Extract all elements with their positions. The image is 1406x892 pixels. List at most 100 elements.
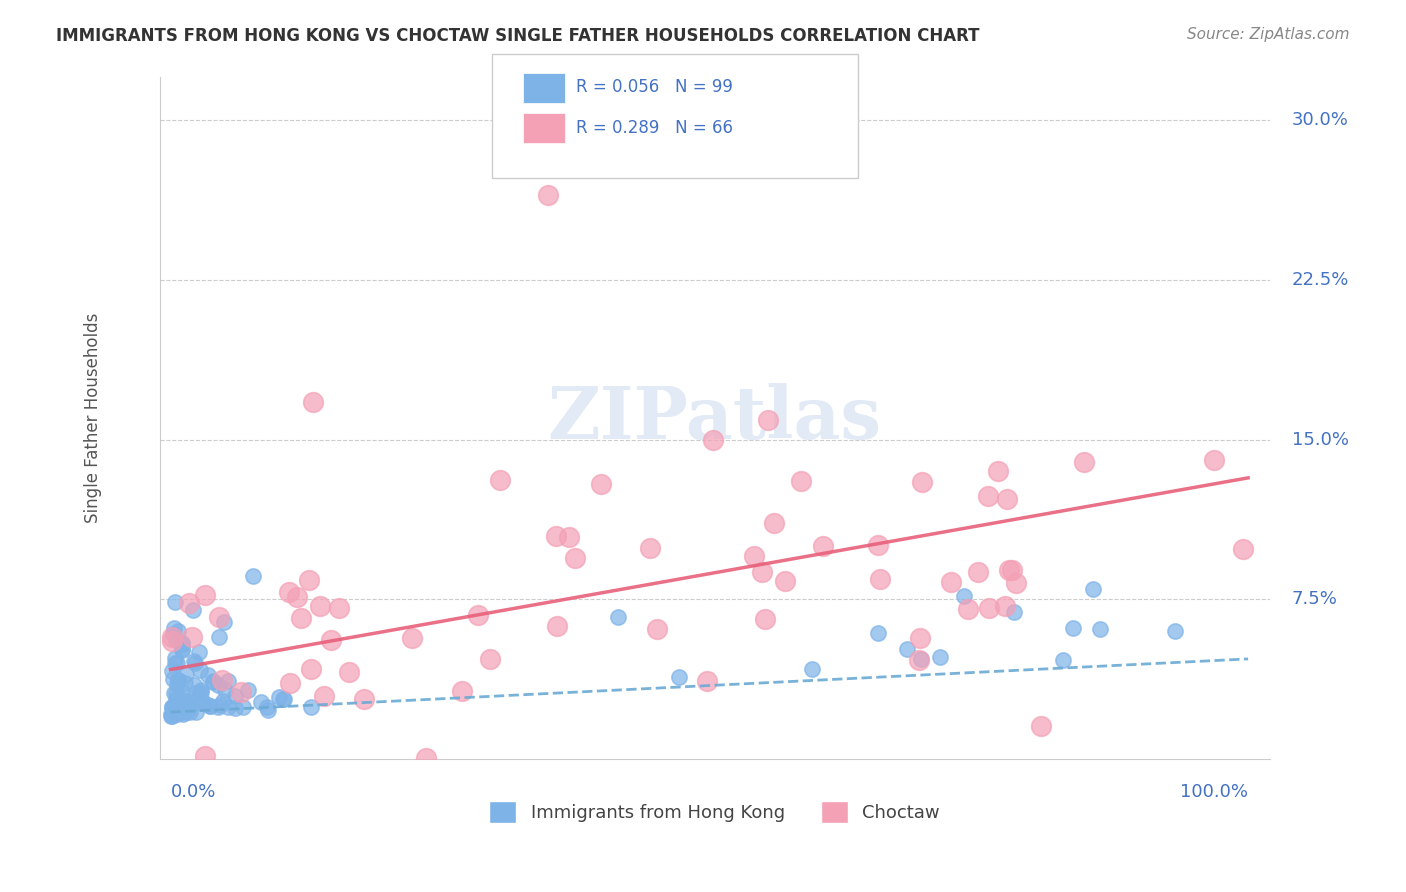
Immigrants from Hong Kong (166, 691, 188, 706)
Choctaw (811, 539, 834, 553)
Choctaw (866, 538, 889, 552)
Immigrants from Hong Kong (191, 694, 214, 708)
Choctaw (278, 676, 301, 690)
Immigrants from Hong Kong (174, 705, 197, 719)
Legend: Immigrants from Hong Kong, Choctaw: Immigrants from Hong Kong, Choctaw (481, 792, 949, 831)
Immigrants from Hong Kong (172, 705, 194, 719)
Text: R = 0.289   N = 66: R = 0.289 N = 66 (576, 119, 734, 136)
Immigrants from Hong Kong (232, 700, 254, 714)
Immigrants from Hong Kong (173, 676, 195, 690)
Immigrants from Hong Kong (184, 705, 207, 719)
Immigrants from Hong Kong (1088, 622, 1111, 636)
Choctaw (1001, 563, 1024, 577)
Immigrants from Hong Kong (190, 682, 212, 697)
Choctaw (998, 563, 1021, 577)
Immigrants from Hong Kong (668, 670, 690, 684)
Text: R = 0.056   N = 99: R = 0.056 N = 99 (576, 78, 734, 96)
Choctaw (312, 689, 335, 703)
Choctaw (1202, 453, 1225, 467)
Immigrants from Hong Kong (177, 702, 200, 716)
Immigrants from Hong Kong (184, 685, 207, 699)
Immigrants from Hong Kong (896, 641, 918, 656)
Immigrants from Hong Kong (183, 654, 205, 668)
Choctaw (1005, 575, 1028, 590)
Immigrants from Hong Kong (273, 692, 295, 706)
Choctaw (702, 434, 724, 448)
Immigrants from Hong Kong (1062, 621, 1084, 635)
Choctaw (763, 516, 786, 530)
Choctaw (994, 599, 1017, 613)
Immigrants from Hong Kong (172, 700, 194, 714)
Choctaw (353, 692, 375, 706)
Immigrants from Hong Kong (163, 686, 186, 700)
Immigrants from Hong Kong (207, 700, 229, 714)
Choctaw (789, 474, 811, 488)
Immigrants from Hong Kong (1052, 653, 1074, 667)
Immigrants from Hong Kong (166, 691, 188, 706)
Choctaw (177, 596, 200, 610)
Choctaw (308, 599, 330, 613)
Immigrants from Hong Kong (190, 685, 212, 699)
Choctaw (957, 601, 980, 615)
Immigrants from Hong Kong (1164, 624, 1187, 638)
Immigrants from Hong Kong (217, 674, 239, 689)
Immigrants from Hong Kong (910, 651, 932, 665)
Immigrants from Hong Kong (214, 683, 236, 698)
Immigrants from Hong Kong (242, 569, 264, 583)
Choctaw (773, 574, 796, 588)
Immigrants from Hong Kong (212, 615, 235, 629)
Choctaw (298, 573, 321, 587)
Choctaw (1232, 541, 1254, 556)
Immigrants from Hong Kong (183, 656, 205, 670)
Choctaw (211, 673, 233, 687)
Immigrants from Hong Kong (179, 705, 201, 719)
Choctaw (194, 748, 217, 763)
Choctaw (754, 612, 776, 626)
Immigrants from Hong Kong (183, 678, 205, 692)
Immigrants from Hong Kong (1083, 582, 1105, 596)
Immigrants from Hong Kong (172, 707, 194, 722)
Immigrants from Hong Kong (299, 699, 322, 714)
Choctaw (321, 632, 343, 647)
Choctaw (451, 683, 474, 698)
Choctaw (208, 609, 231, 624)
Immigrants from Hong Kong (1002, 605, 1025, 619)
Choctaw (977, 601, 1000, 615)
Choctaw (160, 630, 183, 644)
Choctaw (401, 631, 423, 645)
Immigrants from Hong Kong (172, 643, 194, 657)
Choctaw (751, 566, 773, 580)
Immigrants from Hong Kong (211, 694, 233, 708)
Immigrants from Hong Kong (169, 698, 191, 712)
Immigrants from Hong Kong (162, 703, 184, 717)
Choctaw (564, 551, 586, 566)
Immigrants from Hong Kong (181, 603, 204, 617)
Immigrants from Hong Kong (217, 700, 239, 714)
Immigrants from Hong Kong (166, 707, 188, 722)
Choctaw (415, 751, 437, 765)
Choctaw (997, 491, 1019, 506)
Immigrants from Hong Kong (202, 674, 225, 689)
Choctaw (299, 662, 322, 676)
Text: ZIPatlas: ZIPatlas (547, 383, 882, 454)
Text: Single Father Households: Single Father Households (84, 313, 103, 524)
Choctaw (328, 601, 350, 615)
Immigrants from Hong Kong (165, 632, 187, 647)
Immigrants from Hong Kong (160, 664, 183, 678)
Choctaw (696, 674, 718, 689)
Choctaw (939, 574, 962, 589)
Immigrants from Hong Kong (174, 696, 197, 710)
Immigrants from Hong Kong (165, 651, 187, 665)
Immigrants from Hong Kong (200, 698, 222, 713)
Choctaw (987, 464, 1010, 478)
Immigrants from Hong Kong (209, 698, 232, 713)
Immigrants from Hong Kong (166, 657, 188, 671)
Immigrants from Hong Kong (236, 682, 259, 697)
Immigrants from Hong Kong (273, 691, 295, 706)
Choctaw (162, 633, 184, 648)
Text: 30.0%: 30.0% (1292, 111, 1348, 129)
Immigrants from Hong Kong (159, 709, 181, 723)
Immigrants from Hong Kong (179, 694, 201, 708)
Immigrants from Hong Kong (172, 641, 194, 656)
Immigrants from Hong Kong (224, 701, 246, 715)
